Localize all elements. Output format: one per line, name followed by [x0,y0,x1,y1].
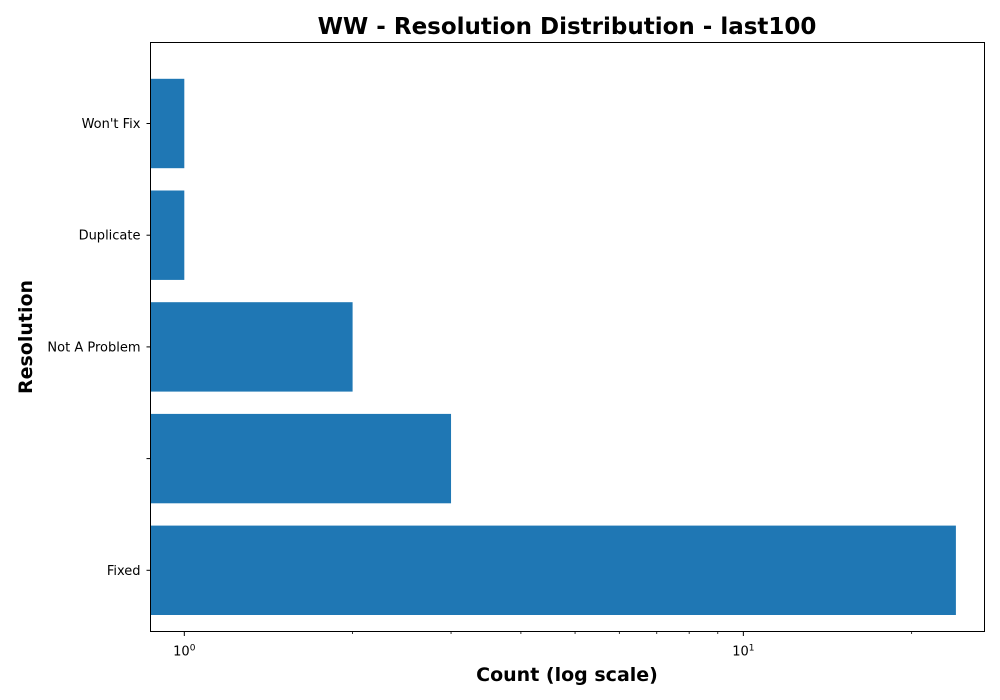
y-tick-label: Fixed [107,564,141,579]
bar [150,78,185,169]
bar [150,190,185,280]
bar [150,302,353,392]
bar [150,525,956,615]
y-tick-label: Not A Problem [47,340,140,355]
y-tick-label: Won't Fix [82,117,141,132]
bars-group [150,78,956,615]
x-tick-label: 100 [173,644,196,660]
y-axis-label: Resolution [15,280,37,394]
bar [150,413,452,504]
x-axis-label: Count (log scale) [476,664,658,686]
x-tick-label: 101 [732,644,754,660]
y-tick-label: Duplicate [79,229,141,244]
x-axis-ticks: 100 101 [173,631,913,660]
plot-frame [150,42,985,632]
y-axis-ticks: Fixed Not A Problem Duplicate Won't Fix [47,117,151,579]
chart-title: WW - Resolution Distribution - last100 [318,14,817,40]
